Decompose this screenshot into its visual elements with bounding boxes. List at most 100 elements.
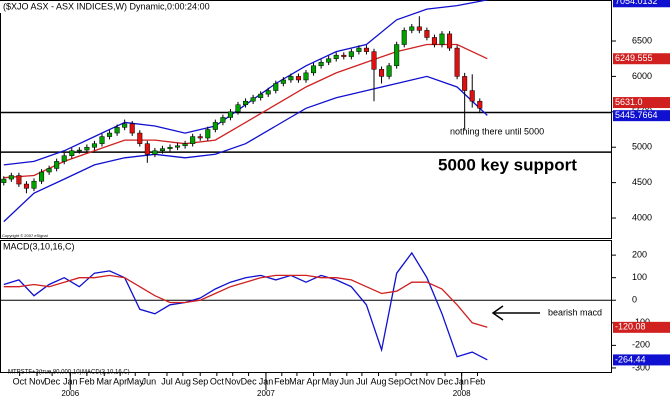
candle-body — [84, 146, 90, 151]
x-tick-label: Aug — [371, 376, 387, 386]
candle-body — [416, 26, 422, 31]
y-tick-label: -300 — [632, 362, 650, 372]
candle-body — [182, 143, 188, 147]
candle-body — [107, 132, 113, 137]
candle-body — [386, 65, 392, 77]
value-box — [613, 321, 670, 333]
y-tick-label: 6000 — [632, 71, 652, 81]
candle-body — [129, 123, 135, 134]
y-tick-label: 4000 — [632, 212, 652, 222]
candle-body — [424, 30, 430, 38]
macd-title: MACD(3,10,16,C) — [3, 241, 75, 251]
value-box — [613, 53, 670, 65]
candle-body — [167, 146, 173, 149]
candle-body — [54, 161, 60, 169]
candle-body — [205, 129, 211, 139]
candle-body — [477, 100, 483, 109]
copyright: Copyright © 2007 eSignal — [2, 233, 48, 238]
candle-body — [288, 76, 294, 81]
value-box-label: 5445.7664 — [615, 110, 658, 120]
candle-body — [243, 100, 249, 105]
y-tick-label: 0 — [632, 295, 637, 305]
candle-body — [8, 175, 14, 180]
candle-body — [431, 37, 437, 45]
candle-body — [326, 58, 332, 63]
x-tick-label: Jul — [161, 376, 173, 386]
x-tick-label: Dec — [241, 376, 258, 386]
candle-body — [379, 69, 385, 77]
candle-body — [235, 104, 241, 113]
annotation: nothing there until 5000 — [450, 126, 544, 136]
band-line — [3, 75, 488, 223]
candle-body — [371, 51, 377, 70]
x-tick-label: Oct — [404, 376, 419, 386]
candle-body — [462, 76, 468, 91]
candle-body — [39, 171, 45, 182]
candle-body — [303, 72, 309, 81]
value-box-label: 6249.555 — [615, 53, 653, 63]
arrow — [491, 305, 540, 321]
x-tick-label: Aug — [175, 376, 191, 386]
candle-body — [31, 180, 37, 189]
candle-body — [69, 150, 75, 156]
candle-body — [197, 136, 203, 139]
x-tick-label: Mar — [97, 376, 113, 386]
candle-body — [190, 136, 196, 144]
candle-body — [258, 93, 264, 98]
candle-body — [439, 33, 445, 45]
candle-body — [273, 83, 279, 91]
x-tick-label: Nov — [419, 376, 436, 386]
x-tick-label: Mar — [289, 376, 305, 386]
candle-body — [122, 123, 128, 128]
value-box — [613, 354, 670, 366]
y-tick-label: 5000 — [632, 142, 652, 152]
candle-body — [114, 127, 120, 134]
candle-body — [227, 111, 233, 118]
annotation: 5000 key support — [438, 155, 577, 174]
price-panel-frame — [0, 0, 612, 239]
macd-panel-frame — [0, 240, 612, 373]
candle-body — [363, 47, 369, 52]
year-label: 2008 — [453, 389, 471, 398]
value-box — [613, 0, 670, 8]
x-tick-label: Apr — [307, 376, 321, 386]
value-box-label: -120.08 — [615, 322, 646, 332]
candle-body — [137, 132, 143, 144]
candle-body — [401, 30, 407, 45]
candle-body — [333, 54, 339, 59]
chart-title: ($XJO ASX - ASX INDICES,W) Dynamic,0:00:… — [3, 1, 210, 11]
x-tick-label: May — [322, 376, 340, 386]
candle-body — [348, 51, 354, 57]
year-label: 2006 — [61, 389, 79, 398]
y-tick-label: 6500 — [632, 35, 652, 45]
candle-body — [212, 122, 218, 130]
x-tick-label: Nov — [225, 376, 242, 386]
tab[interactable]: MTPSTF+3(true,80,000,10) — [8, 370, 82, 376]
x-tick-label: Nov — [29, 376, 46, 386]
candle-body — [295, 76, 301, 81]
tab[interactable]: MACD(3,10,16,C) — [82, 370, 130, 376]
value-box — [613, 110, 670, 122]
candle-body — [144, 143, 150, 155]
band-line — [3, 43, 488, 179]
candle-body — [91, 143, 97, 148]
candle-body — [469, 90, 475, 102]
value-box — [613, 97, 670, 109]
candle-body — [311, 65, 317, 74]
candle-body — [61, 155, 67, 162]
macd-line — [3, 274, 488, 328]
candle-body — [265, 90, 271, 95]
candle-body — [394, 44, 400, 67]
x-tick-label: Feb — [274, 376, 290, 386]
candle-body — [152, 150, 158, 155]
candle-body — [159, 148, 165, 152]
x-tick-label: Feb — [470, 376, 486, 386]
x-tick-label: Jul — [356, 376, 368, 386]
x-tick-label: Oct — [210, 376, 225, 386]
candle-body — [318, 61, 324, 67]
value-box-label: -264.44 — [615, 354, 646, 364]
x-tick-label: Dec — [437, 376, 454, 386]
candle-body — [23, 183, 29, 189]
candle-body — [16, 175, 22, 185]
